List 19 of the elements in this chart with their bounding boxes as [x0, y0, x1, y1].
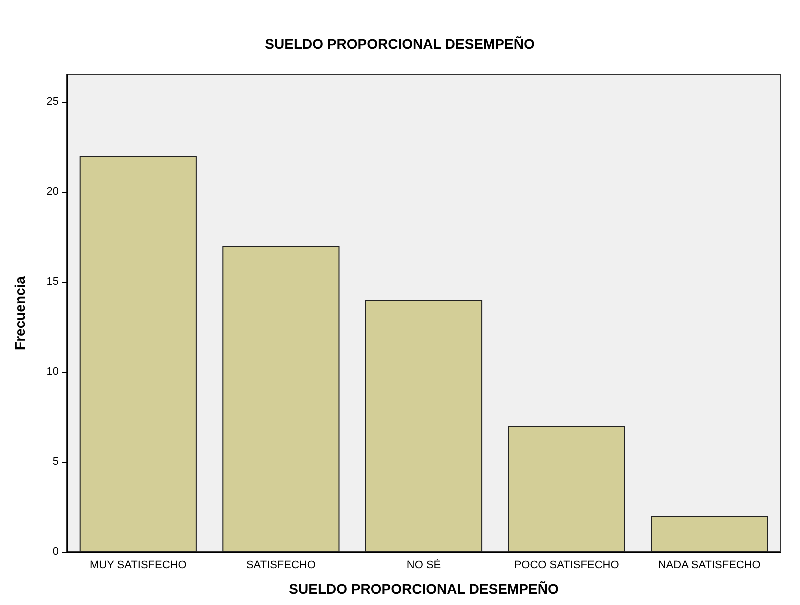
- x-tick-label: NO SÉ: [406, 558, 442, 572]
- y-axis-title: Frecuencia: [12, 276, 28, 350]
- x-tick-label: SATISFECHO: [246, 560, 316, 572]
- x-axis-title: SUELDO PROPORCIONAL DESEMPEÑO: [289, 581, 559, 597]
- bar: [222, 246, 340, 552]
- x-tick-label: MUY SATISFECHO: [90, 560, 188, 572]
- bar: [651, 516, 768, 552]
- y-tick-label: 5: [52, 456, 59, 468]
- x-tick-label: NADA SATISFECHO: [658, 560, 762, 572]
- y-tick-label: 10: [46, 366, 59, 378]
- x-tick-label: POCO SATISFECHO: [514, 560, 620, 572]
- y-tick-label: 15: [46, 276, 59, 288]
- y-tick-label: 0: [52, 546, 59, 558]
- bar: [80, 156, 197, 552]
- y-tick-label: 20: [46, 186, 59, 198]
- bar: [365, 300, 483, 552]
- y-tick-label: 25: [46, 96, 59, 108]
- bar: [508, 426, 626, 552]
- chart-title: SUELDO PROPORCIONAL DESEMPEÑO: [265, 36, 535, 52]
